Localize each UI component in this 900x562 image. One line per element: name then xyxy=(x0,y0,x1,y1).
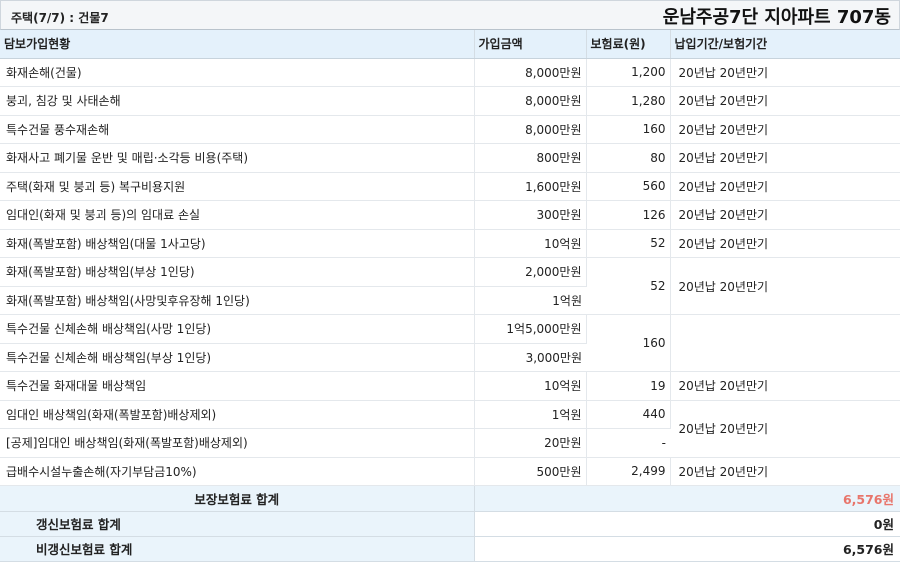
coverage-amount: 8,000만원 xyxy=(474,58,587,87)
coverage-premium: 440 xyxy=(586,400,671,429)
coverage-name: 화재(폭발포함) 배상책임(사망및후유장해 1인당) xyxy=(0,286,475,315)
total-premium-label: 보장보험료 합계 xyxy=(0,486,475,512)
coverage-table: 담보가입현황 가입금액 보험료(원) 납입기간/보험기간 화재손해(건물) 8,… xyxy=(0,30,900,486)
table-row: 주택(화재 및 붕괴 등) 복구비용지원 1,600만원 560 20년납 20… xyxy=(0,172,900,201)
coverage-amount: 10억원 xyxy=(474,229,587,258)
coverage-name: 특수건물 신체손해 배상책임(부상 1인당) xyxy=(0,343,475,372)
table-row: 화재(폭발포함) 배상책임(대물 1사고당) 10억원 52 20년납 20년만… xyxy=(0,229,900,258)
coverage-premium: - xyxy=(586,428,670,458)
coverage-name: 임대인(화재 및 붕괴 등)의 임대료 손실 xyxy=(0,200,475,230)
coverage-amount: 1,600만원 xyxy=(474,172,587,201)
nonrenewal-premium-value: 6,576원 xyxy=(474,536,900,562)
header-premium: 보험료(원) xyxy=(586,30,671,59)
property-label: 주택(7/7) : 건물7 xyxy=(11,11,109,25)
renewal-premium-value: 0원 xyxy=(474,511,900,537)
coverage-amount: 8,000만원 xyxy=(474,86,587,116)
coverage-term: 20년납 20년만기 xyxy=(670,115,900,144)
coverage-amount: 20만원 xyxy=(474,428,587,458)
summary-row-nonrenewal: 비갱신보험료 합계 6,576원 xyxy=(0,536,900,562)
table-row: 특수건물 신체손해 배상책임(사망 1인당) 1억5,000만원 160 xyxy=(0,314,900,372)
coverage-premium: 126 xyxy=(586,200,671,230)
coverage-premium: 52 xyxy=(586,229,671,258)
header-term: 납입기간/보험기간 xyxy=(670,30,900,59)
table-row: 특수건물 풍수재손해 8,000만원 160 20년납 20년만기 xyxy=(0,115,900,144)
coverage-term xyxy=(670,314,900,372)
table-row: 임대인(화재 및 붕괴 등)의 임대료 손실 300만원 126 20년납 20… xyxy=(0,200,900,230)
table-row: 화재손해(건물) 8,000만원 1,200 20년납 20년만기 xyxy=(0,58,900,87)
coverage-amount: 500만원 xyxy=(474,457,587,486)
coverage-term: 20년납 20년만기 xyxy=(670,86,900,116)
header-coverage: 담보가입현황 xyxy=(0,30,475,59)
coverage-amount: 1억원 xyxy=(474,286,586,315)
coverage-name: 화재(폭발포함) 배상책임(부상 1인당) xyxy=(0,257,475,287)
coverage-amount: 10억원 xyxy=(474,371,587,401)
table-header-row: 담보가입현황 가입금액 보험료(원) 납입기간/보험기간 xyxy=(0,30,900,59)
coverage-name: 급배수시설누출손해(자기부담금10%) xyxy=(0,457,475,486)
coverage-term: 20년납 20년만기 xyxy=(670,257,900,315)
table-row: 임대인 배상책임(화재(폭발포함)배상제외) 1억원 440 20년납 20년만… xyxy=(0,400,900,458)
coverage-term: 20년납 20년만기 xyxy=(670,143,900,173)
coverage-amount: 1억원 xyxy=(474,400,587,429)
coverage-name: 화재(폭발포함) 배상책임(대물 1사고당) xyxy=(0,229,475,258)
coverage-term: 20년납 20년만기 xyxy=(670,457,900,486)
coverage-name: 주택(화재 및 붕괴 등) 복구비용지원 xyxy=(0,172,475,201)
table-row: 특수건물 화재대물 배상책임 10억원 19 20년납 20년만기 xyxy=(0,371,900,401)
coverage-amount: 800만원 xyxy=(474,143,587,173)
coverage-name: 화재사고 폐기물 운반 및 매립·소각등 비용(주택) xyxy=(0,143,475,173)
nonrenewal-premium-label: 비갱신보험료 합계 xyxy=(0,536,475,562)
coverage-premium: 1,280 xyxy=(586,86,671,116)
section-title-bar: 주택(7/7) : 건물7 운남주공7단 지아파트 707동 xyxy=(0,0,900,30)
coverage-name: 임대인 배상책임(화재(폭발포함)배상제외) xyxy=(0,400,475,429)
table-row: 급배수시설누출손해(자기부담금10%) 500만원 2,499 20년납 20년… xyxy=(0,457,900,486)
coverage-name: 붕괴, 침강 및 사태손해 xyxy=(0,86,475,116)
coverage-amount: 300만원 xyxy=(474,200,587,230)
building-name: 운남주공7단 지아파트 707동 xyxy=(662,7,891,28)
table-row: 화재(폭발포함) 배상책임(부상 1인당) 2,000만원 52 20년납 20… xyxy=(0,257,900,315)
coverage-premium: 160 xyxy=(586,115,671,144)
table-row: 화재사고 폐기물 운반 및 매립·소각등 비용(주택) 800만원 80 20년… xyxy=(0,143,900,173)
coverage-term: 20년납 20년만기 xyxy=(670,58,900,87)
header-amount: 가입금액 xyxy=(474,30,587,59)
coverage-name: [공제]임대인 배상책임(화재(폭발포함)배상제외) xyxy=(0,428,475,458)
coverage-amount: 2,000만원 xyxy=(474,257,587,287)
coverage-premium: 1,200 xyxy=(586,58,671,87)
coverage-premium: 19 xyxy=(586,371,671,401)
coverage-term: 20년납 20년만기 xyxy=(670,200,900,230)
total-premium-value: 6,576원 xyxy=(474,486,900,512)
summary-row-renewal: 갱신보험료 합계 0원 xyxy=(0,511,900,537)
table-row: 붕괴, 침강 및 사태손해 8,000만원 1,280 20년납 20년만기 xyxy=(0,86,900,116)
coverage-amount: 3,000만원 xyxy=(474,343,586,372)
table-row: 특수건물 신체손해 배상책임(부상 1인당) 3,000만원 xyxy=(0,343,900,372)
coverage-premium: 2,499 xyxy=(586,457,671,486)
coverage-term: 20년납 20년만기 xyxy=(670,400,900,458)
summary-row-total: 보장보험료 합계 6,576원 xyxy=(0,486,900,512)
coverage-name: 화재손해(건물) xyxy=(0,58,475,87)
coverage-premium: 52 xyxy=(586,257,671,315)
coverage-amount: 1억5,000만원 xyxy=(474,314,587,344)
premium-summary: 보장보험료 합계 6,576원 갱신보험료 합계 0원 비갱신보험료 합계 6,… xyxy=(0,486,900,562)
renewal-premium-label: 갱신보험료 합계 xyxy=(0,511,475,537)
coverage-name: 특수건물 화재대물 배상책임 xyxy=(0,371,475,401)
coverage-term: 20년납 20년만기 xyxy=(670,172,900,201)
coverage-name: 특수건물 풍수재손해 xyxy=(0,115,475,144)
coverage-premium: 160 xyxy=(586,314,671,372)
coverage-amount: 8,000만원 xyxy=(474,115,587,144)
coverage-premium: 80 xyxy=(586,143,671,173)
coverage-premium: 560 xyxy=(586,172,671,201)
coverage-term: 20년납 20년만기 xyxy=(670,229,900,258)
table-row: 화재(폭발포함) 배상책임(사망및후유장해 1인당) 1억원 xyxy=(0,286,900,315)
coverage-name: 특수건물 신체손해 배상책임(사망 1인당) xyxy=(0,314,475,344)
table-row: [공제]임대인 배상책임(화재(폭발포함)배상제외) 20만원 - xyxy=(0,428,900,458)
coverage-term: 20년납 20년만기 xyxy=(670,371,900,401)
